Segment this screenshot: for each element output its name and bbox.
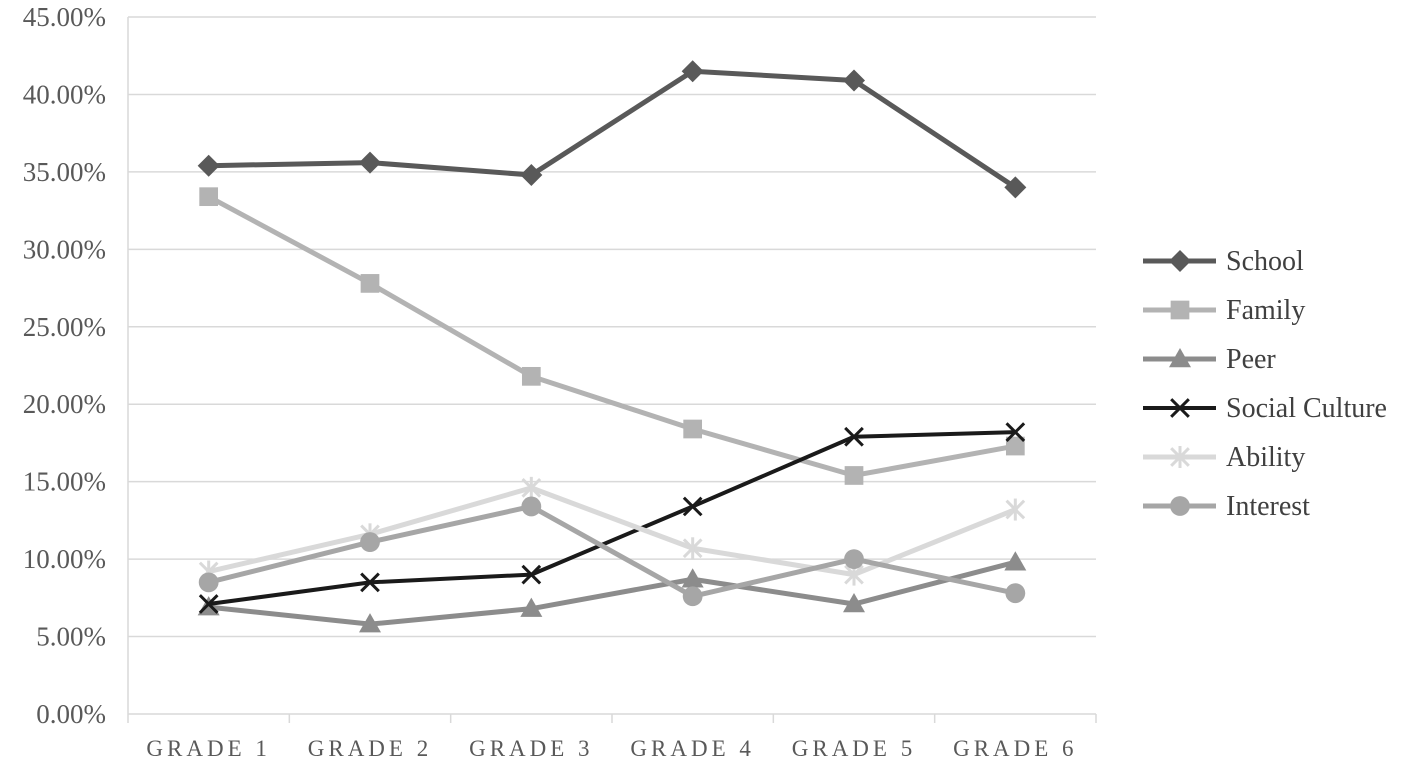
series-line-social-culture bbox=[206, 430, 1018, 607]
data-point-ability bbox=[521, 476, 542, 499]
data-point-ability bbox=[682, 537, 703, 560]
legend-marker bbox=[1170, 398, 1190, 418]
data-point-family bbox=[199, 187, 219, 207]
legend-marker bbox=[1170, 300, 1190, 320]
legend-marker bbox=[1170, 446, 1190, 468]
data-point-social-culture bbox=[682, 496, 703, 517]
series-school bbox=[197, 60, 1027, 199]
data-point-school bbox=[681, 60, 704, 83]
y-tick-label: 15.00% bbox=[23, 467, 106, 497]
data-point-family bbox=[683, 419, 703, 439]
data-point-interest bbox=[198, 572, 219, 593]
legend-item-social-culture: Social Culture bbox=[1143, 393, 1387, 424]
legend-label: School bbox=[1226, 246, 1304, 277]
data-point-school bbox=[843, 69, 865, 92]
data-point-family bbox=[360, 274, 380, 293]
legend-item-ability: Ability bbox=[1143, 442, 1305, 473]
data-point-interest bbox=[360, 532, 380, 552]
y-tick-label: 25.00% bbox=[23, 312, 106, 342]
legend-marker bbox=[1169, 348, 1191, 368]
data-point-interest bbox=[682, 586, 703, 607]
data-point-interest bbox=[521, 496, 542, 517]
data-point-school bbox=[197, 154, 220, 177]
series-line-family bbox=[206, 194, 1018, 478]
series-social-culture bbox=[198, 422, 1026, 614]
data-point-school bbox=[520, 163, 543, 186]
legend-label: Peer bbox=[1226, 344, 1276, 375]
legend-label: Interest bbox=[1226, 491, 1310, 522]
data-point-peer bbox=[1004, 551, 1027, 571]
y-tick-label: 20.00% bbox=[23, 389, 106, 419]
legend-marker bbox=[1170, 496, 1190, 516]
y-tick-label: 0.00% bbox=[36, 699, 106, 729]
data-point-social-culture bbox=[360, 572, 380, 593]
series-family bbox=[199, 187, 1025, 485]
data-point-social-culture bbox=[521, 564, 542, 585]
data-point-social-culture bbox=[844, 426, 864, 447]
data-point-ability bbox=[1005, 498, 1026, 521]
x-tick-label: GRADE 6 bbox=[953, 736, 1077, 761]
data-point-peer bbox=[359, 613, 381, 633]
y-tick-label: 40.00% bbox=[23, 79, 106, 109]
data-point-school bbox=[359, 151, 381, 174]
axes: 0.00% 5.00% 10.00% 15.00% 20.00% 25.00% 30.00%… bbox=[23, 2, 1097, 761]
data-point-family bbox=[521, 366, 541, 386]
data-point-social-culture bbox=[1005, 422, 1026, 442]
data-point-family bbox=[1005, 436, 1025, 456]
legend-item-school: School bbox=[1143, 246, 1304, 277]
data-point-interest bbox=[844, 549, 864, 570]
data-point-family bbox=[844, 466, 864, 485]
y-tick-label: 35.00% bbox=[23, 157, 106, 187]
legend: School Family Peer Social Culture Ability Int… bbox=[1143, 246, 1387, 522]
legend-label: Family bbox=[1226, 295, 1305, 326]
x-tick-label: GRADE 5 bbox=[792, 736, 916, 761]
series-peer bbox=[197, 551, 1027, 633]
data-point-peer bbox=[520, 597, 543, 617]
legend-label: Social Culture bbox=[1226, 393, 1387, 424]
x-tick-label: GRADE 1 bbox=[146, 736, 270, 761]
legend-item-interest: Interest bbox=[1143, 491, 1310, 522]
data-point-peer bbox=[681, 568, 704, 588]
series-lines bbox=[197, 60, 1027, 633]
series-line-interest bbox=[206, 503, 1018, 599]
legend-label: Ability bbox=[1226, 442, 1305, 473]
data-point-peer bbox=[843, 593, 865, 613]
x-tick-label: GRADE 4 bbox=[630, 736, 754, 761]
y-tick-label: 45.00% bbox=[23, 2, 106, 32]
series-interest bbox=[198, 496, 1026, 607]
x-tick-label: GRADE 3 bbox=[469, 736, 593, 761]
legend-item-peer: Peer bbox=[1143, 344, 1276, 375]
y-tick-label: 5.00% bbox=[36, 622, 106, 652]
legend-marker bbox=[1169, 250, 1191, 272]
data-point-social-culture bbox=[198, 594, 219, 614]
series-line-school bbox=[206, 68, 1018, 190]
y-tick-label: 30.00% bbox=[23, 234, 106, 264]
y-tick-label: 10.00% bbox=[23, 544, 106, 574]
data-point-school bbox=[1004, 176, 1027, 199]
data-point-interest bbox=[1005, 583, 1026, 604]
legend-item-family: Family bbox=[1143, 295, 1305, 326]
x-tick-label: GRADE 2 bbox=[308, 736, 432, 761]
series-line-peer bbox=[206, 559, 1018, 627]
series-line-ability bbox=[206, 485, 1018, 578]
